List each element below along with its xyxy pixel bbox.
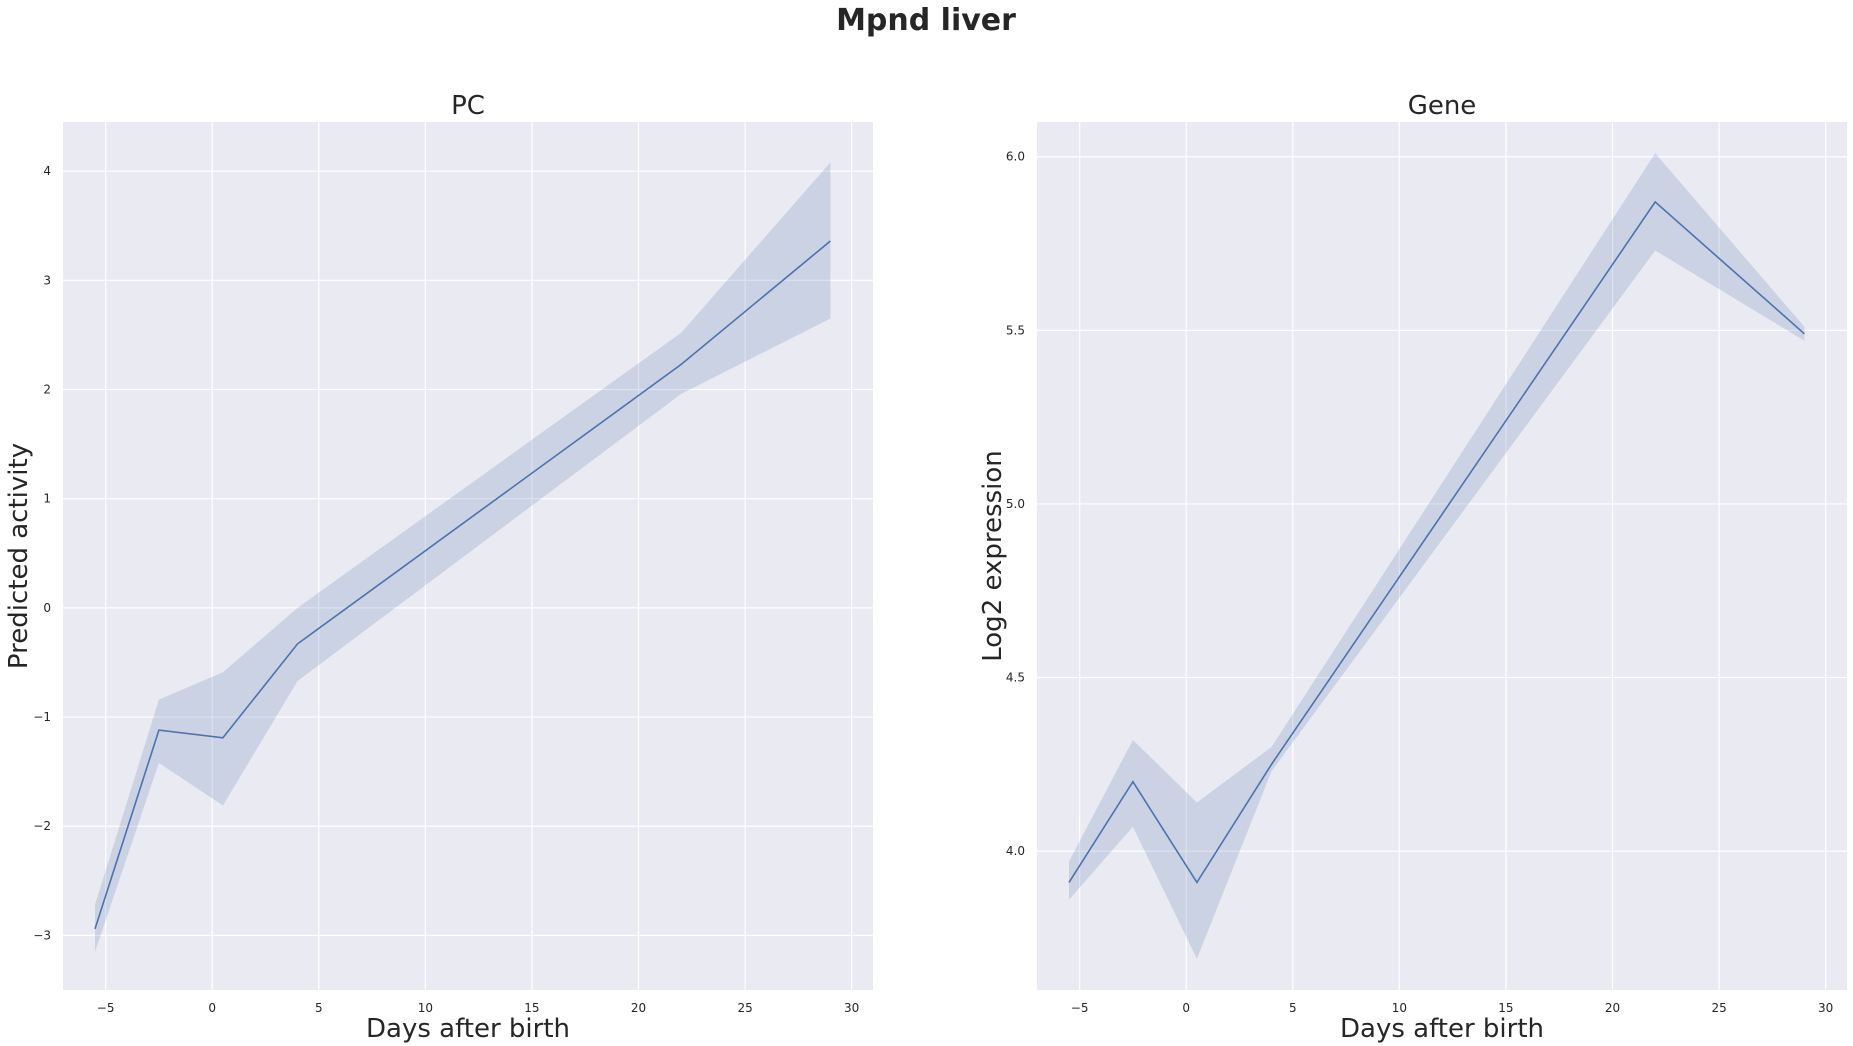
y-tick-label: 0 xyxy=(43,601,51,615)
y-tick-label: 3 xyxy=(43,273,51,287)
x-tick-label: 30 xyxy=(844,1001,859,1015)
tick-labels-gene: −5 0 5 10 15 20 25 30 4.0 4.5 5.0 5.5 6.0 xyxy=(1006,150,1833,1015)
plot-area-gene xyxy=(1037,122,1847,990)
y-tick-label: 5.5 xyxy=(1006,323,1025,337)
y-tick-label: 5.0 xyxy=(1006,497,1025,511)
x-tick-label: 25 xyxy=(1711,1001,1726,1015)
plot-area-pc xyxy=(63,122,873,990)
y-tick-label: 4 xyxy=(43,164,51,178)
x-tick-label: −5 xyxy=(1071,1001,1089,1015)
chart-title-pc: PC xyxy=(451,91,485,121)
series-pc xyxy=(94,162,831,952)
y-tick-label: 4.5 xyxy=(1006,671,1025,685)
chart-panel-pc: −5 0 5 10 15 20 25 30 −3 −2 −1 0 1 2 3 4 PC Days after … xyxy=(4,91,873,1044)
y-tick-label: −1 xyxy=(33,710,51,724)
x-tick-label: 5 xyxy=(1289,1001,1297,1015)
confidence-band-pc xyxy=(95,162,831,952)
grid-gene xyxy=(1037,122,1847,990)
series-line-pc xyxy=(94,240,831,930)
chart-title-gene: Gene xyxy=(1408,91,1477,121)
x-tick-label: 15 xyxy=(1498,1001,1513,1015)
figure-title: Mpnd liver xyxy=(836,3,1016,38)
y-axis-label-gene: Log2 expression xyxy=(978,450,1008,662)
x-tick-label: −5 xyxy=(97,1001,115,1015)
y-axis-label-pc: Predicted activity xyxy=(4,443,34,669)
y-tick-label: 1 xyxy=(43,492,51,506)
x-axis-label-pc: Days after birth xyxy=(366,1014,570,1044)
y-tick-label: 2 xyxy=(43,382,51,396)
y-tick-label: −3 xyxy=(33,928,51,942)
grid-pc xyxy=(63,122,873,990)
x-tick-label: 20 xyxy=(1605,1001,1620,1015)
x-tick-label: 15 xyxy=(524,1001,539,1015)
x-axis-label-gene: Days after birth xyxy=(1340,1014,1544,1044)
series-gene xyxy=(1068,153,1805,959)
x-tick-label: 10 xyxy=(418,1001,433,1015)
series-line-gene xyxy=(1068,200,1805,884)
x-tick-label: 30 xyxy=(1818,1001,1833,1015)
y-tick-label: −2 xyxy=(33,819,51,833)
x-tick-label: 25 xyxy=(737,1001,752,1015)
y-tick-label: 4.0 xyxy=(1006,844,1025,858)
x-tick-label: 0 xyxy=(208,1001,216,1015)
x-tick-label: 20 xyxy=(631,1001,646,1015)
x-tick-label: 5 xyxy=(315,1001,323,1015)
x-tick-label: 10 xyxy=(1392,1001,1407,1015)
y-tick-label: 6.0 xyxy=(1006,150,1025,164)
tick-labels-pc: −5 0 5 10 15 20 25 30 −3 −2 −1 0 1 2 3 4 xyxy=(33,164,859,1015)
chart-panel-gene: −5 0 5 10 15 20 25 30 4.0 4.5 5.0 5.5 6.0 Gene Days … xyxy=(978,91,1847,1044)
x-tick-label: 0 xyxy=(1182,1001,1190,1015)
